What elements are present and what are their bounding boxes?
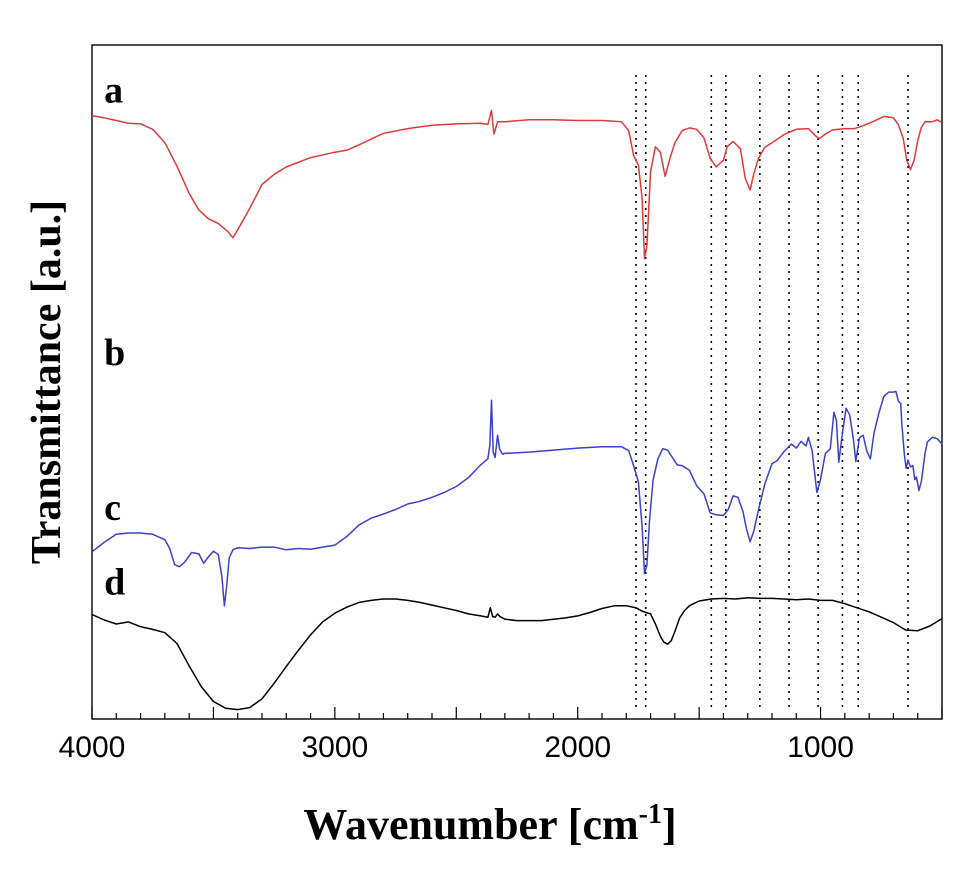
trace-label-c: c: [104, 487, 121, 529]
x-tick-label: 2000: [544, 731, 611, 764]
x-tick-label: 3000: [301, 731, 368, 764]
x-tick-label: 4000: [59, 731, 126, 764]
plot-frame: [91, 44, 943, 720]
series-line-b: [91, 390, 943, 607]
y-axis-title: Transmittance [a.u.]: [24, 200, 70, 564]
trace-label-b: b: [104, 332, 125, 374]
x-axis-ticks: 4000 3000 2000 1000: [59, 707, 943, 764]
x-axis-title: Wavenumber [cm-1]: [303, 799, 676, 849]
trace-label-d: d: [104, 561, 125, 603]
series-line-c: [91, 596, 943, 711]
reference-lines: [635, 75, 909, 709]
trace-labels: a b cd: [104, 69, 125, 603]
x-tick-label: 1000: [787, 731, 854, 764]
trace-label-a: a: [104, 69, 123, 111]
series-line-a: [91, 109, 943, 260]
series-layer: [91, 109, 943, 711]
